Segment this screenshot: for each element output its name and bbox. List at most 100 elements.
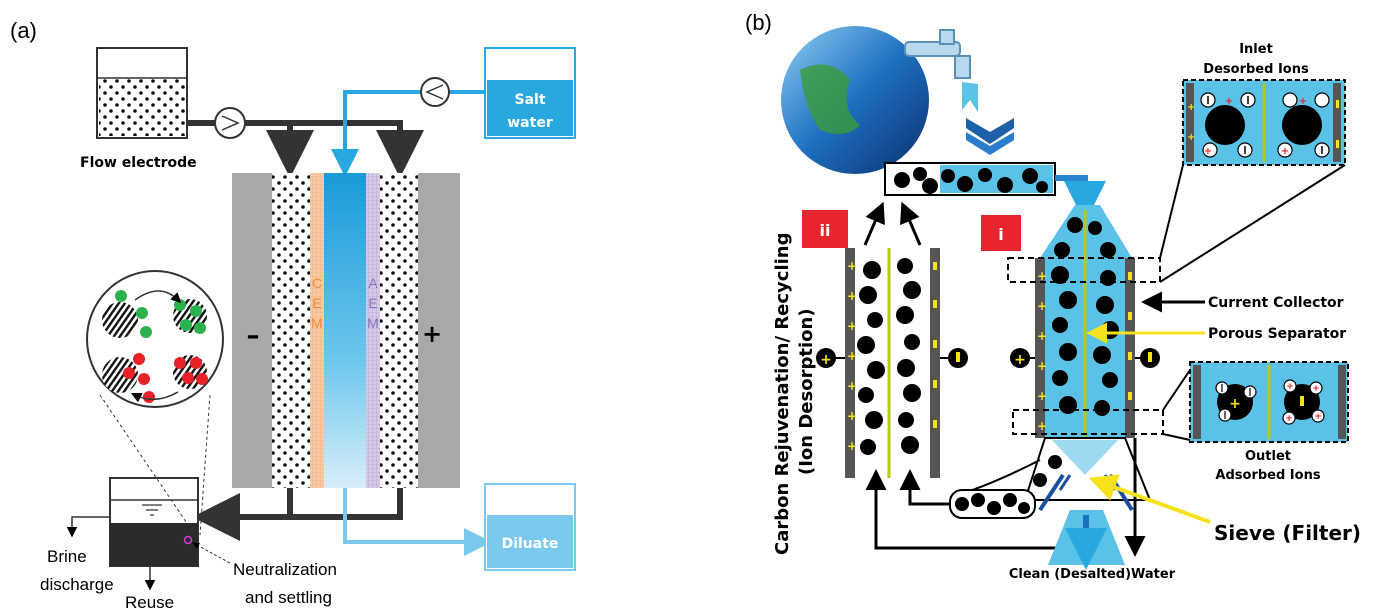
inlet-label-1: Inlet [1239,42,1273,57]
plus-marks: + + + + + + [1037,269,1047,433]
panel-a: (a) Flow electrode Salt water [10,18,576,611]
salt-water-line [331,90,485,177]
neutralization-label-2: and settling [245,588,332,607]
svg-text:+: + [1037,419,1047,433]
svg-text:E: E [368,295,377,311]
feed-channel [324,173,366,488]
diluate-label: Diluate [502,536,559,552]
cem-membrane [310,173,324,488]
sieve-arrow-icon [1088,474,1211,524]
svg-text:+: + [847,349,857,363]
positive-terminal-sign: + [1014,352,1026,368]
svg-text:+: + [1286,382,1294,392]
panel-a-label: (a) [10,18,37,43]
svg-text:+: + [1225,96,1233,107]
anode-plate [418,173,460,488]
svg-text:(Ion Desorption): (Ion Desorption) [796,308,817,475]
cation-icons [123,353,208,403]
inlet-label-2: Desorbed Ions [1203,62,1309,77]
cell-ii: + + + + + + + [845,248,940,478]
top-pipe [884,162,1056,196]
inlet-arrow-icon [1055,175,1106,223]
aem-label: A E M [367,275,379,331]
minus-marks [1128,272,1132,400]
tag-i-label: i [998,225,1003,244]
fcdi-cell [232,173,460,488]
clean-water-label: Clean (Desalted)Water [1009,567,1176,582]
cem-label: C E M [311,275,323,331]
svg-text:+: + [1037,269,1047,283]
plus-sign: + [422,320,442,348]
inlet-zoom-box [1007,257,1161,283]
carbon-particle-icon [102,357,138,393]
rejuvenation-label: Carbon Rejuvenation/ Recycling (Ion Deso… [772,233,817,556]
salt-water-label-2: water [507,115,553,131]
cathode-plate [232,173,272,488]
pump-arrow-icon [425,84,444,100]
svg-text:+: + [1281,146,1289,157]
panel-b: (b) ii i C [745,10,1361,582]
faucet-icon [904,29,1014,155]
outlet-zoom-box [1012,409,1164,435]
panel-b-label: (b) [745,10,772,35]
svg-text:+: + [1229,396,1241,412]
svg-text:C: C [312,275,322,291]
svg-text:+: + [847,319,857,333]
svg-text:A: A [368,275,378,291]
sieve-label: Sieve (Filter) [1214,521,1361,545]
outlet-label-1: Outlet [1245,449,1291,464]
minus-marks [933,262,937,428]
outlet-label-2: Adsorbed Ions [1215,468,1320,483]
svg-text:+: + [1187,102,1195,113]
tag-ii-label: ii [820,221,831,240]
salt-water-reservoir: Salt water [484,47,576,139]
plus-marks: + + + + + + + [847,259,857,453]
svg-text:+: + [847,439,857,453]
flow-electrode-label: Flow electrode [80,155,197,171]
svg-text:+: + [1285,414,1293,424]
brine-label-1: Brine [47,547,87,566]
svg-text:+: + [847,289,857,303]
tag-ii-box [802,210,848,248]
globe-icon [781,26,929,174]
flow-electrode-reservoir [96,47,188,139]
neutralization-label-1: Neutralization [233,560,337,579]
tank-outlets [66,516,156,591]
salt-water-label-1: Salt [514,92,545,108]
flow-lines-bottom [192,488,403,541]
svg-text:+: + [1314,412,1322,422]
zoom-circle [86,270,224,536]
inlet-detail: + + + + + + [1182,79,1346,166]
svg-text:+: + [847,409,857,423]
diluate-line [343,488,492,556]
flow-electrode-channel-right [380,173,418,488]
diluate-reservoir: Diluate [484,483,576,571]
flow-lines-top [187,120,424,178]
minus-sign: – [247,321,260,351]
positive-terminal-icon [816,348,836,368]
pump-icon [214,107,246,139]
continent-shape [800,64,860,134]
aem-membrane [366,173,380,488]
pump-arrow-icon [221,115,240,131]
svg-text:M: M [367,315,379,331]
svg-text:M: M [311,315,323,331]
pointer-arrow-icon [192,542,231,564]
settling-tank [109,477,199,567]
svg-text:+: + [1037,329,1047,343]
svg-text:E: E [312,295,321,311]
svg-text:+: + [1204,146,1212,157]
carbon-particle-icon [102,302,138,338]
svg-text:+: + [1037,299,1047,313]
svg-text:+: + [1312,384,1320,394]
reuse-label: Reuse [125,593,174,611]
svg-text:+: + [1187,132,1195,143]
svg-text:+: + [1037,359,1047,373]
positive-terminal-icon [1010,348,1030,368]
current-collector-label: Current Collector [1208,295,1344,311]
porous-separator-label: Porous Separator [1208,326,1346,342]
svg-text:+: + [1037,389,1047,403]
svg-text:+: + [847,259,857,273]
flow-electrode-channel-left [272,173,310,488]
